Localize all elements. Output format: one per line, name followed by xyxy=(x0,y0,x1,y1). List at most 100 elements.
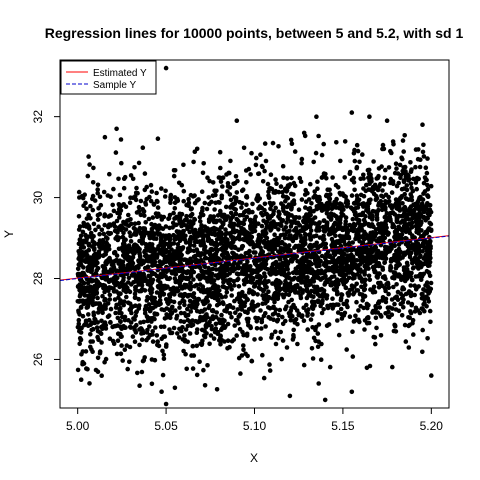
data-point xyxy=(423,240,429,245)
data-point xyxy=(336,302,341,308)
data-point xyxy=(167,237,172,243)
data-point xyxy=(112,297,118,302)
data-point xyxy=(150,215,156,220)
data-point xyxy=(121,219,126,225)
data-point xyxy=(273,271,279,277)
data-point xyxy=(208,214,213,219)
data-point xyxy=(303,241,308,246)
data-point xyxy=(196,273,202,278)
data-point xyxy=(136,204,142,210)
data-point xyxy=(421,191,426,196)
data-point xyxy=(344,258,349,264)
data-point xyxy=(341,272,346,278)
data-point xyxy=(181,162,186,168)
data-point xyxy=(200,208,205,213)
data-point xyxy=(341,313,347,318)
data-point xyxy=(137,342,142,348)
data-point xyxy=(404,214,410,219)
data-point xyxy=(299,160,304,166)
data-point xyxy=(371,334,377,340)
data-point xyxy=(316,381,322,386)
data-point xyxy=(75,367,81,373)
data-point xyxy=(296,207,302,212)
data-point xyxy=(356,232,361,237)
data-point xyxy=(336,268,342,274)
data-point xyxy=(97,281,102,287)
data-point xyxy=(199,316,204,321)
data-point xyxy=(235,271,241,277)
data-point xyxy=(90,207,96,213)
data-point xyxy=(341,282,347,287)
data-point xyxy=(161,291,167,297)
data-point xyxy=(397,208,403,213)
data-point xyxy=(319,152,325,158)
data-point xyxy=(146,273,151,279)
data-point xyxy=(130,254,136,260)
data-point xyxy=(325,304,331,309)
data-point xyxy=(138,212,144,218)
data-point xyxy=(208,333,214,338)
data-point xyxy=(302,192,308,197)
data-point xyxy=(360,258,366,263)
data-point xyxy=(186,220,192,225)
data-point xyxy=(286,243,292,248)
data-point xyxy=(351,175,357,181)
data-point xyxy=(155,302,160,307)
data-point xyxy=(268,206,273,212)
data-point xyxy=(321,307,327,312)
data-point xyxy=(425,336,430,341)
data-point xyxy=(286,299,291,305)
data-point xyxy=(379,298,385,303)
data-point xyxy=(401,165,406,170)
data-point xyxy=(394,166,399,171)
data-point xyxy=(374,196,380,201)
data-point xyxy=(178,318,184,324)
data-point xyxy=(289,207,294,212)
data-point xyxy=(273,307,279,312)
data-point xyxy=(230,262,236,268)
data-point xyxy=(134,210,140,215)
data-point xyxy=(319,310,325,316)
data-point xyxy=(413,201,418,207)
data-point xyxy=(373,341,378,347)
data-point xyxy=(422,288,428,293)
data-point xyxy=(259,223,265,229)
data-point xyxy=(230,255,235,261)
data-point xyxy=(205,175,210,180)
data-point xyxy=(224,286,229,291)
data-point xyxy=(381,252,387,258)
data-point xyxy=(206,201,212,207)
data-point xyxy=(129,221,134,227)
data-point xyxy=(350,216,356,222)
data-point xyxy=(266,189,271,195)
data-point xyxy=(121,302,126,308)
data-point xyxy=(412,256,418,262)
data-point xyxy=(366,273,372,279)
data-point xyxy=(121,323,126,329)
data-point xyxy=(219,265,224,270)
data-point xyxy=(198,288,204,294)
data-point xyxy=(121,185,127,191)
data-point xyxy=(246,316,251,322)
data-point xyxy=(116,225,122,230)
data-point xyxy=(223,261,229,266)
data-point xyxy=(418,271,423,277)
data-point xyxy=(173,215,178,221)
data-point xyxy=(152,312,158,317)
data-point xyxy=(80,229,86,235)
data-point xyxy=(88,332,93,337)
data-point xyxy=(200,230,205,235)
data-point xyxy=(79,298,84,304)
data-point xyxy=(79,272,85,278)
data-point xyxy=(159,186,164,191)
data-point xyxy=(182,257,188,262)
data-point xyxy=(347,222,353,228)
data-point xyxy=(189,206,194,211)
data-point xyxy=(206,195,211,200)
data-point xyxy=(220,276,226,281)
data-point xyxy=(355,148,361,154)
data-point xyxy=(99,318,104,324)
data-point xyxy=(133,190,139,196)
data-point xyxy=(334,196,339,202)
data-point xyxy=(109,269,115,275)
